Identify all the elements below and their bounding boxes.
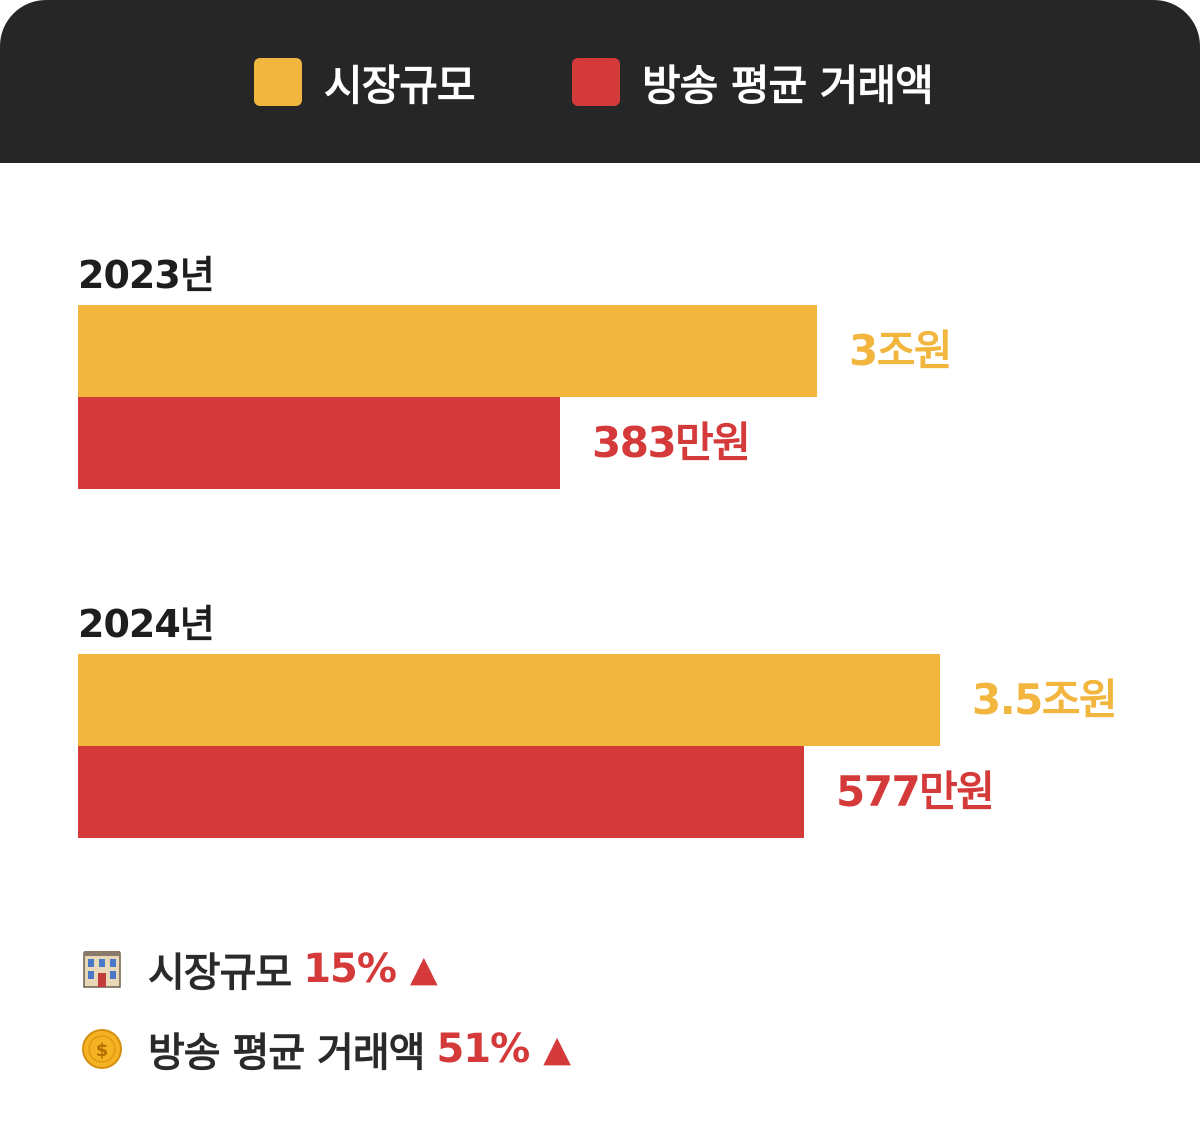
summary-row-broadcast: $ 방송 평균 거래액 51% ▲ xyxy=(80,1024,571,1076)
legend-swatch-market xyxy=(254,58,302,106)
legend-swatch-broadcast xyxy=(572,58,620,106)
bar-broadcast-2024 xyxy=(78,746,804,838)
summary-percent-market: 15% xyxy=(303,946,397,992)
bar-market-2024 xyxy=(78,654,940,746)
legend-item-broadcast: 방송 평균 거래액 xyxy=(572,56,934,110)
legend-header: 시장규모 방송 평균 거래액 xyxy=(0,0,1200,163)
value-label-market-2023: 3조원 xyxy=(849,326,953,375)
value-label-broadcast-2023: 383만원 xyxy=(592,418,751,467)
value-label-broadcast-2024: 577만원 xyxy=(836,767,995,816)
summary-label-broadcast: 방송 평균 거래액 xyxy=(148,1030,425,1076)
legend-item-market: 시장규모 xyxy=(254,56,476,110)
building-icon xyxy=(80,947,124,991)
coin-icon: $ xyxy=(80,1027,124,1071)
value-label-market-2024: 3.5조원 xyxy=(972,675,1118,724)
svg-text:$: $ xyxy=(96,1040,109,1061)
summary-row-market: 시장규모 15% ▲ xyxy=(80,944,438,996)
summary-label-market: 시장규모 xyxy=(148,950,292,996)
category-label-2023: 2023년 xyxy=(78,253,215,297)
up-arrow-icon: ▲ xyxy=(409,948,438,990)
bar-broadcast-2023 xyxy=(78,397,560,489)
summary-percent-broadcast: 51% xyxy=(436,1026,530,1072)
up-arrow-icon: ▲ xyxy=(543,1028,571,1070)
legend-label-market: 시장규모 xyxy=(324,60,476,110)
legend-label-broadcast: 방송 평균 거래액 xyxy=(642,60,934,110)
category-label-2024: 2024년 xyxy=(78,602,215,646)
bar-market-2023 xyxy=(78,305,817,397)
